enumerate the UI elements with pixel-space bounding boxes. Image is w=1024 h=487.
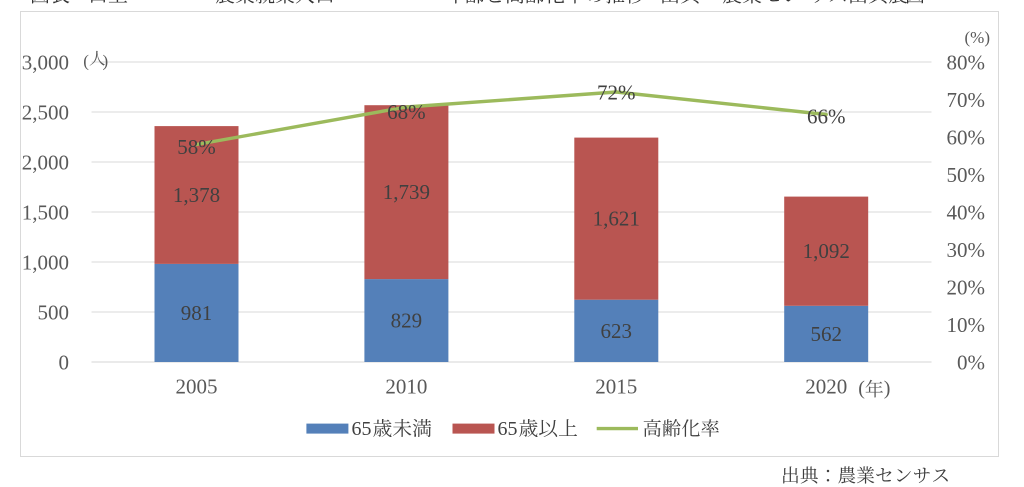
svg-text:40%: 40% — [947, 201, 986, 225]
svg-text:2,500: 2,500 — [22, 101, 69, 125]
svg-text:1,092: 1,092 — [803, 239, 850, 263]
svg-text:(: ( — [858, 377, 865, 399]
svg-text:58%: 58% — [177, 135, 216, 159]
svg-text:70%: 70% — [947, 88, 986, 112]
svg-text:65: 65 — [352, 418, 372, 440]
svg-text:829: 829 — [391, 309, 423, 333]
svg-text:562: 562 — [810, 322, 842, 346]
svg-text:): ) — [103, 51, 109, 70]
svg-text:1,000: 1,000 — [22, 251, 69, 275]
svg-text:72%: 72% — [597, 81, 636, 105]
svg-text:1,739: 1,739 — [383, 180, 430, 204]
svg-text:65: 65 — [498, 418, 518, 440]
svg-text:2010: 2010 — [385, 375, 427, 399]
svg-text:500: 500 — [38, 301, 70, 325]
svg-text:1,378: 1,378 — [173, 183, 220, 207]
svg-text:0: 0 — [59, 351, 70, 375]
svg-text:981: 981 — [181, 301, 213, 325]
svg-text:1,500: 1,500 — [22, 201, 69, 225]
svg-text:66%: 66% — [807, 105, 846, 129]
svg-text:50%: 50% — [947, 163, 986, 187]
svg-text:(: ( — [83, 51, 89, 70]
svg-text:0%: 0% — [957, 351, 985, 375]
svg-text:10%: 10% — [947, 313, 986, 337]
svg-text:3,000: 3,000 — [22, 51, 69, 75]
svg-text:2015: 2015 — [595, 375, 637, 399]
svg-text:2020: 2020 — [805, 375, 847, 399]
svg-text:): ) — [884, 377, 891, 399]
svg-text:20%: 20% — [947, 276, 986, 300]
svg-text:1,621: 1,621 — [593, 207, 640, 231]
svg-text:80%: 80% — [947, 51, 986, 75]
svg-text:2,000: 2,000 — [22, 151, 69, 175]
svg-text:2005: 2005 — [176, 375, 218, 399]
svg-text:60%: 60% — [947, 126, 986, 150]
svg-text:623: 623 — [601, 319, 633, 343]
svg-text:68%: 68% — [387, 100, 426, 124]
svg-text:30%: 30% — [947, 238, 986, 262]
svg-text:(%): (%) — [965, 28, 990, 47]
